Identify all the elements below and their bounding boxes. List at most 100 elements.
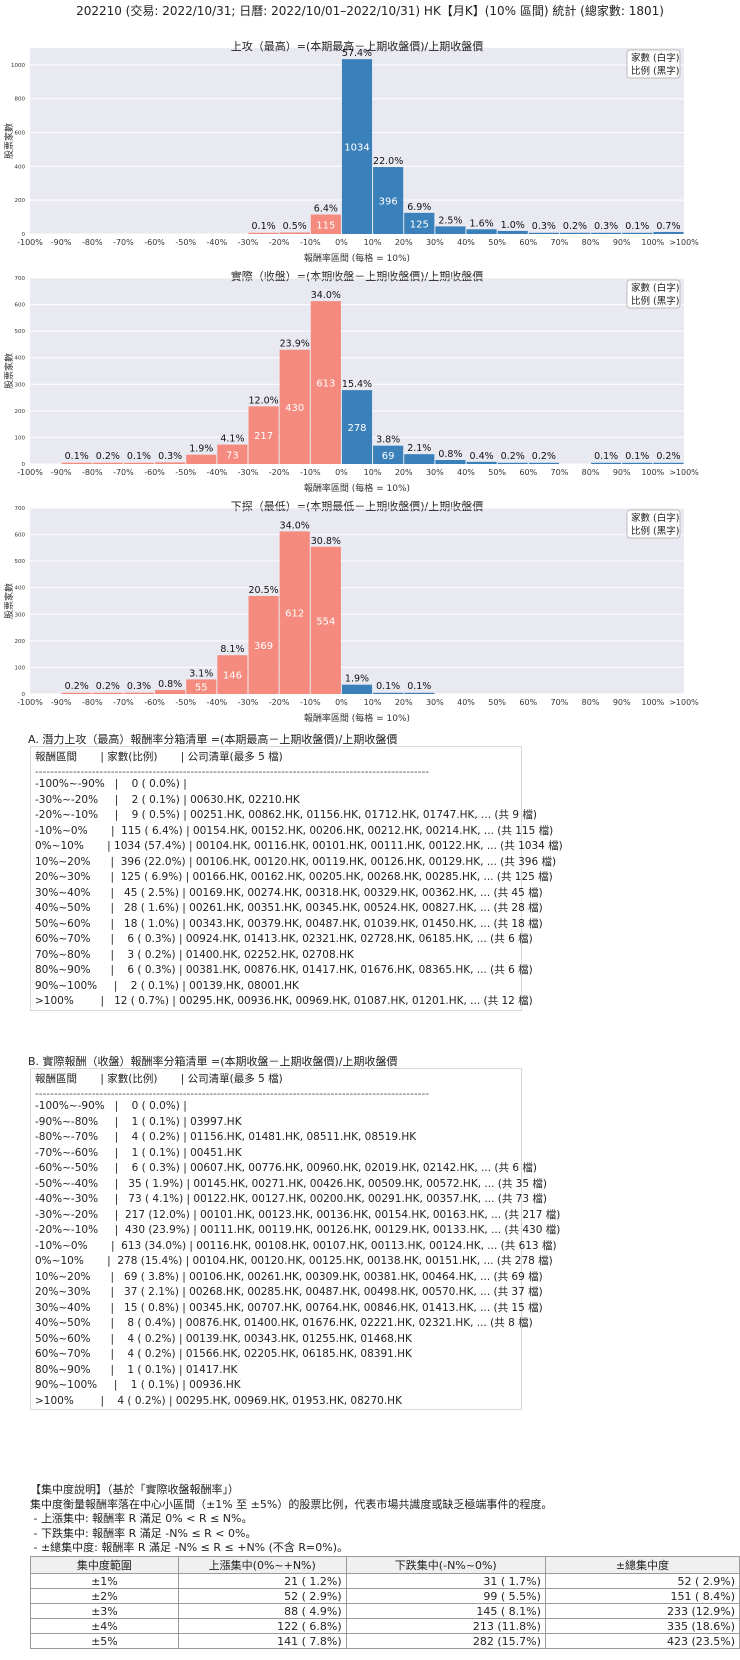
bar-count-label: 146 — [223, 671, 242, 682]
x-tick-label: 90% — [613, 238, 631, 247]
table-cell: ±2% — [30, 1588, 179, 1604]
x-tick-label: 30% — [426, 468, 444, 477]
concentration-line: - 下跌集中: 報酬率 R 滿足 -N% ≤ R < 0%。 — [30, 1526, 257, 1540]
bar-pct-label: 0.1% — [407, 681, 431, 692]
table-row: ±3% 88 ( 4.9%) 145 ( 8.1%) 233 (12.9%) — [30, 1603, 740, 1619]
table-cell: 52 ( 2.9%) — [177, 1588, 347, 1604]
list-item: -80%~-70% | 4 ( 0.2%) | 01156.HK, 01481.… — [35, 1131, 417, 1143]
chart-title: 實際（收盤）=(本期收盤－上期收盤價)/上期收盤價 — [231, 269, 484, 283]
bar-pct-label: 3.8% — [376, 435, 400, 446]
y-axis-label: 股票家數 — [3, 583, 15, 619]
bar-pct-label: 0.3% — [127, 681, 151, 692]
bar — [435, 226, 466, 234]
bar-pct-label: 0.1% — [376, 681, 400, 692]
y-tick-label: 0 — [22, 462, 26, 468]
table-cell: 145 ( 8.1%) — [345, 1603, 546, 1619]
bar — [466, 229, 497, 234]
y-tick-label: 1000 — [11, 63, 25, 69]
list-item: -50%~-40% | 35 ( 1.9%) | 00145.HK, 00271… — [35, 1177, 547, 1190]
bar-pct-label: 0.4% — [470, 451, 494, 462]
x-tick-label: 70% — [551, 468, 569, 477]
bar — [61, 692, 92, 694]
bar — [466, 461, 497, 464]
list-item: 20%~30% | 125 ( 6.9%) | 00166.HK, 00162.… — [35, 871, 553, 883]
legend-box: 家數 (白字)比例 (黑字) — [626, 509, 681, 539]
chart-downside-low: 下探（最低）=(本期最低－上期收盤價)/上期收盤價 0 100 200 300 400 50… — [0, 498, 740, 728]
x-tick-label: -80% — [82, 238, 103, 247]
x-tick-label: -10% — [300, 698, 321, 707]
table-separator: ----------------------------------------… — [35, 1089, 430, 1099]
x-tick-label: -30% — [238, 698, 259, 707]
bar-pct-label: 23.9% — [280, 339, 310, 350]
table-cell: ±5% — [30, 1633, 179, 1649]
table-cell: 99 ( 5.5%) — [345, 1588, 546, 1604]
list-item: 80%~90% | 1 ( 0.1%) | 01417.HK — [35, 1363, 238, 1376]
bar — [373, 167, 404, 234]
bar — [217, 655, 248, 694]
bar — [528, 462, 559, 464]
bar-count-label: 396 — [379, 197, 398, 208]
list-item: 30%~40% | 15 ( 0.8%) | 00345.HK, 00707.H… — [35, 1301, 543, 1314]
bar-pct-label: 0.5% — [283, 221, 307, 232]
concentration-line: 集中度衡量報酬率落在中心小區間（±1% 至 ±5%）的股票比例，代表市場共識度或… — [30, 1497, 553, 1511]
table-header: 報酬區間 | 家數(比例) | 公司清單(最多 5 檔) — [35, 1073, 283, 1085]
bar-count-label: 69 — [382, 451, 395, 462]
x-tick-label: -10% — [300, 468, 321, 477]
bar-count-label: 115 — [316, 220, 335, 231]
x-tick-label: 20% — [395, 238, 413, 247]
x-tick-label: -40% — [207, 698, 228, 707]
x-tick-label: -20% — [269, 238, 290, 247]
legend-item: 比例 (黑字) — [631, 65, 679, 77]
bar-count-label: 217 — [254, 431, 273, 442]
concentration-line: - ±總集中度: 報酬率 R 滿足 -N% ≤ R ≤ +N% (不含 R=0%… — [30, 1541, 349, 1554]
list-item: -20%~-10% | 430 (23.9%) | 00111.HK, 0011… — [35, 1224, 561, 1236]
concentration-line: 【集中度說明】（基於「實際收盤報酬率」） — [30, 1483, 239, 1496]
bar-pct-label: 0.1% — [594, 451, 618, 462]
table-header-cell: ±總集中度 — [544, 1556, 740, 1574]
bar-pct-label: 0.1% — [625, 221, 649, 232]
bar-pct-label: 57.4% — [342, 48, 372, 59]
bar — [310, 301, 341, 464]
bar-count-label: 55 — [195, 683, 208, 694]
table-row: ±1% 21 ( 1.2%) 31 ( 1.7%) 52 ( 2.9%) — [30, 1573, 740, 1589]
legend-box: 家數 (白字)比例 (黑字) — [626, 279, 681, 309]
bar-pct-label: 0.8% — [438, 449, 462, 460]
list-item: >100% | 12 ( 0.7%) | 00295.HK, 00936.HK,… — [35, 995, 533, 1007]
x-tick-label: -90% — [51, 468, 72, 477]
x-tick-label: 10% — [364, 238, 382, 247]
y-tick-label: 0 — [22, 692, 26, 698]
y-tick-label: 300 — [15, 612, 26, 618]
bar-count-label: 73 — [226, 450, 239, 461]
x-axis-label: 報酬率區間 (每格 = 10%) — [304, 252, 410, 264]
x-tick-label: 60% — [519, 468, 537, 477]
x-tick-label: -80% — [82, 698, 103, 707]
bar — [217, 444, 248, 464]
bar-pct-label: 2.5% — [438, 215, 462, 226]
chart-upside-high: 上攻（最高）=(本期最高－上期收盤價)/上期收盤價 0 200 400 600 800 10… — [0, 38, 740, 268]
table-cell: ±4% — [30, 1618, 179, 1634]
x-tick-label: 0% — [335, 238, 348, 247]
list-item: -10%~0% | 115 ( 6.4%) | 00154.HK, 00152.… — [35, 824, 554, 837]
bar — [279, 349, 310, 464]
chart-svg: 上攻（最高）=(本期最高－上期收盤價)/上期收盤價 0 200 400 600 800 10… — [3, 39, 699, 264]
bar-pct-label: 6.9% — [407, 202, 431, 213]
bar-pct-label: 0.2% — [563, 221, 587, 232]
bar-pct-label: 0.1% — [127, 451, 151, 462]
bar-pct-label: 0.2% — [65, 681, 89, 692]
bar-pct-label: 0.7% — [656, 221, 680, 232]
legend-item: 比例 (黑字) — [631, 525, 679, 537]
x-tick-label: 100% — [641, 468, 664, 477]
y-tick-label: 400 — [15, 164, 26, 170]
y-tick-label: 400 — [15, 356, 26, 362]
x-tick-label: -20% — [269, 468, 290, 477]
bar — [559, 232, 591, 234]
legend-box: 家數 (白字)比例 (黑字) — [626, 49, 681, 79]
bar-pct-label: 0.1% — [625, 451, 649, 462]
y-tick-label: 800 — [15, 97, 26, 103]
legend-item: 家數 (白字) — [631, 512, 679, 524]
x-tick-label: -20% — [269, 698, 290, 707]
table-cell: 122 ( 6.8%) — [177, 1618, 347, 1634]
y-tick-label: 200 — [15, 198, 26, 204]
x-tick-label: -70% — [113, 698, 134, 707]
x-tick-label: -100% — [17, 238, 43, 247]
